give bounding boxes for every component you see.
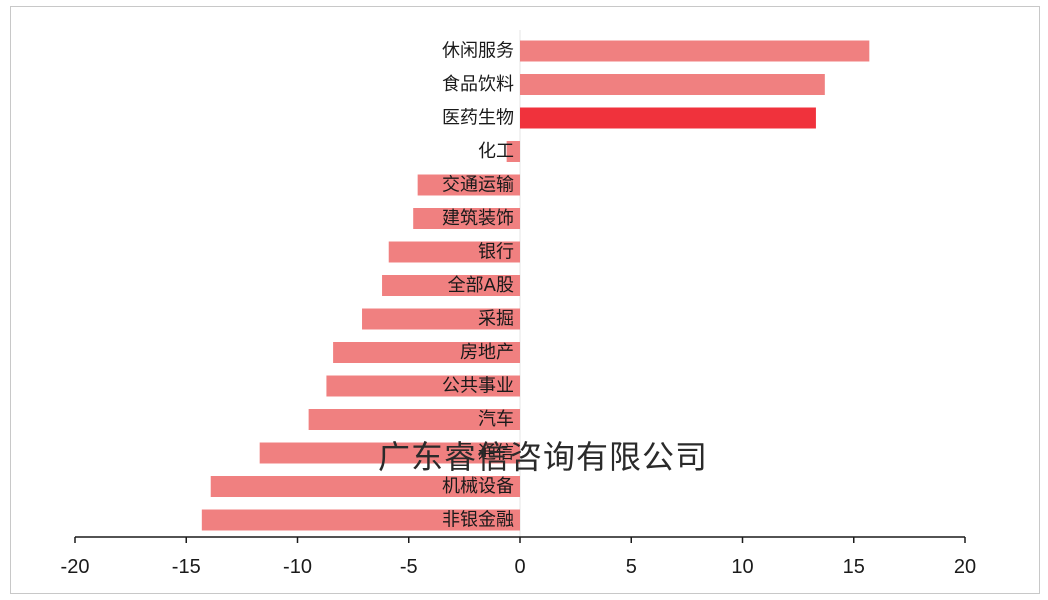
category-label: 食品饮料 (442, 74, 514, 95)
category-label: 休闲服务 (442, 41, 514, 62)
bar (362, 308, 520, 330)
category-label: 医药生物 (442, 108, 514, 129)
category-label: 建筑装饰 (442, 208, 514, 229)
x-tick-label: 20 (954, 556, 976, 578)
bar (382, 275, 520, 296)
category-label: 全部A股 (448, 275, 514, 296)
x-tick-label: 5 (626, 556, 637, 578)
x-tick-label: -15 (172, 556, 201, 578)
bar (417, 174, 520, 196)
category-label: 非银金融 (442, 510, 514, 531)
category-label: 机械设备 (442, 476, 514, 497)
category-label: 汽车 (478, 409, 514, 430)
x-axis: -20 -15 -10 -5 0 5 10 15 20 (61, 536, 976, 578)
bar (308, 409, 520, 430)
category-label: 公共事业 (442, 376, 514, 397)
category-label: 交通运输 (442, 175, 514, 196)
bars-group (201, 30, 870, 537)
bar (326, 375, 520, 397)
bar (413, 208, 520, 229)
chart-frame (10, 6, 1040, 594)
x-tick-label: -20 (61, 556, 90, 578)
bar (520, 74, 825, 95)
bar (506, 141, 520, 162)
category-label: 房地产 (460, 342, 514, 363)
bar (520, 107, 816, 129)
bar (520, 40, 870, 62)
category-label: 化工 (478, 141, 514, 162)
bar (259, 442, 520, 464)
x-tick-label: 0 (514, 556, 525, 578)
x-tick-label: -10 (283, 556, 312, 578)
category-label: 银行 (478, 242, 514, 263)
bar (333, 342, 520, 363)
bar (388, 241, 520, 263)
category-labels-group: 休闲服务食品饮料医药生物化工交通运输建筑装饰银行全部A股采掘房地产公共事业汽车通… (442, 41, 514, 531)
x-tick-label: 15 (843, 556, 865, 578)
x-tick-label: -5 (400, 556, 418, 578)
category-label: 通信 (478, 443, 514, 464)
bar (201, 509, 520, 531)
category-label: 采掘 (478, 309, 514, 330)
x-tick-label: 10 (731, 556, 753, 578)
bar (210, 476, 520, 497)
watermark: 广东睿信咨询有限公司 (378, 438, 709, 476)
